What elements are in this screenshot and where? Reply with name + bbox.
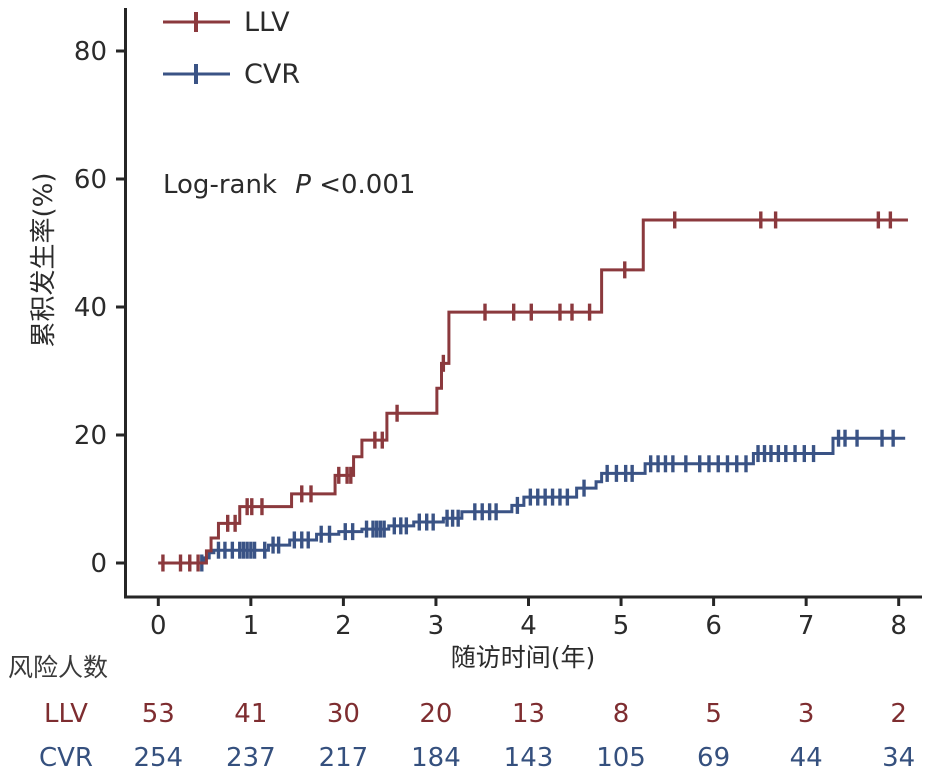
risk-value: 3 — [798, 699, 815, 729]
x-tick-label: 6 — [705, 611, 722, 641]
x-tick-label: 2 — [335, 611, 352, 641]
x-tick-group: 0 1 2 3 4 5 6 7 8 — [150, 597, 907, 641]
risk-value: 41 — [234, 699, 267, 729]
y-tick-label: 40 — [74, 293, 107, 323]
risk-value: 143 — [504, 743, 554, 773]
y-tick-label: 60 — [74, 165, 107, 195]
logrank-annotation: Log-rank P <0.001 — [163, 170, 415, 200]
risk-value: 237 — [226, 743, 276, 773]
logrank-prefix: Log-rank — [163, 170, 277, 200]
risk-row-label-llv: LLV — [44, 699, 88, 729]
risk-row-label-cvr: CVR — [39, 743, 93, 773]
legend: LLV CVR — [163, 7, 300, 90]
risk-value: 34 — [882, 743, 915, 773]
risk-table-header: 风险人数 — [8, 653, 108, 682]
risk-value: 184 — [411, 743, 461, 773]
x-tick-label: 4 — [520, 611, 537, 641]
x-axis-title: 随访时间(年) — [451, 643, 596, 672]
risk-value: 8 — [613, 699, 630, 729]
series-curve-llv — [158, 218, 908, 565]
x-tick-label: 1 — [243, 611, 260, 641]
legend-item-cvr: CVR — [163, 59, 300, 90]
risk-value: 13 — [512, 699, 545, 729]
risk-value: 254 — [133, 743, 183, 773]
risk-value: 2 — [890, 699, 907, 729]
risk-value: 53 — [142, 699, 175, 729]
risk-value: 69 — [697, 743, 730, 773]
axes: 0 20 40 60 80 0 1 2 3 4 5 6 7 8 累积发生率(%) 随访时间(年) — [29, 8, 922, 672]
risk-value: 30 — [327, 699, 360, 729]
curves — [158, 211, 908, 572]
logrank-value: <0.001 — [319, 170, 415, 200]
y-axis-title: 累积发生率(%) — [29, 173, 59, 348]
risk-value: 5 — [705, 699, 722, 729]
x-tick-label: 8 — [890, 611, 907, 641]
legend-label-cvr: CVR — [244, 59, 300, 90]
logrank-p: P — [295, 170, 311, 200]
risk-value: 105 — [596, 743, 646, 773]
legend-item-llv: LLV — [163, 7, 290, 38]
legend-label-llv: LLV — [244, 7, 290, 38]
y-tick-label: 20 — [74, 421, 107, 451]
risk-value: 217 — [319, 743, 369, 773]
y-tick-label: 80 — [74, 37, 107, 67]
x-tick-label: 7 — [798, 611, 815, 641]
x-tick-label: 0 — [150, 611, 167, 641]
risk-value: 20 — [419, 699, 452, 729]
y-tick-label: 0 — [90, 549, 107, 579]
x-tick-label: 3 — [428, 611, 445, 641]
x-tick-label: 5 — [613, 611, 630, 641]
risk-value: 44 — [790, 743, 823, 773]
y-tick-group: 0 20 40 60 80 — [74, 37, 125, 579]
